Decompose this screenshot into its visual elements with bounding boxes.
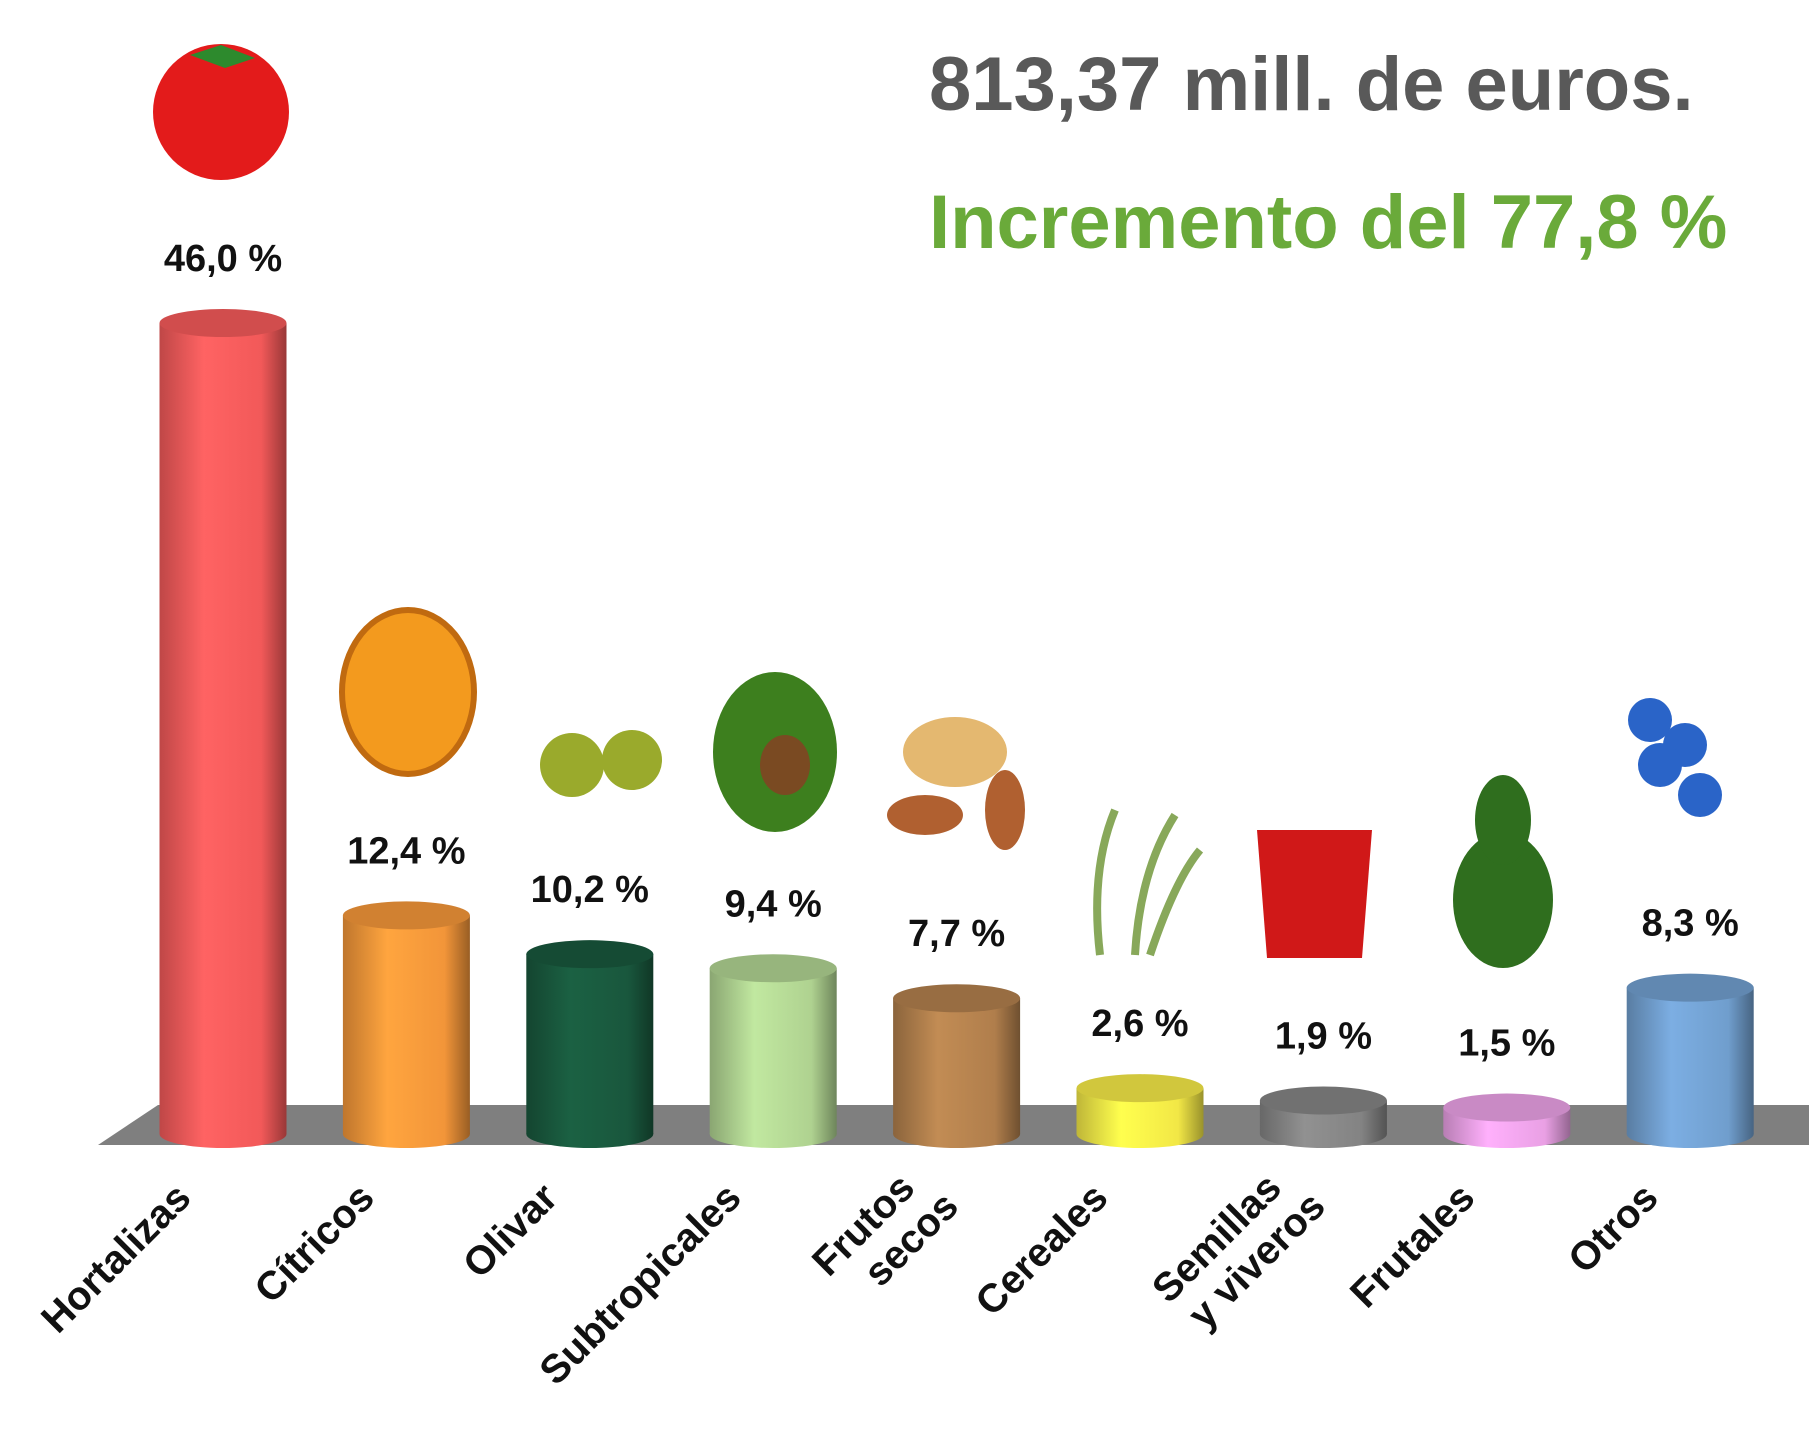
olive-icon [540, 733, 604, 797]
x-tick-label: Olivar [455, 1175, 566, 1286]
value-label: 12,4 % [347, 830, 465, 872]
bar-top [1076, 1074, 1204, 1103]
bar-top [1443, 1093, 1571, 1122]
value-label: 2,6 % [1091, 1003, 1188, 1045]
bar [159, 323, 287, 1134]
bar [709, 968, 837, 1134]
x-tick-label: Hortalizas [33, 1175, 199, 1341]
bar-top [1259, 1086, 1387, 1115]
berry-icon [1678, 773, 1722, 817]
bar-top [159, 309, 287, 338]
bar-top [893, 984, 1021, 1013]
x-tick-label: Frutales [1342, 1175, 1483, 1316]
value-label: 1,5 % [1458, 1023, 1555, 1065]
bar [1626, 987, 1754, 1134]
tomato-leaf [190, 45, 255, 68]
pot-icon [1257, 830, 1372, 958]
value-label: 1,9 % [1275, 1016, 1372, 1058]
x-tick-label: Semillasy viveros [1144, 1153, 1334, 1343]
value-label: 9,4 % [725, 883, 822, 925]
orange-icon [339, 607, 477, 777]
tomato-icon [153, 44, 289, 180]
x-tick-label: Cereales [967, 1175, 1116, 1324]
almond-icon [985, 770, 1025, 850]
x-tick-label: Frutossecos [804, 1153, 967, 1316]
almond-icon [903, 717, 1007, 787]
bar [526, 954, 654, 1134]
bar-top [709, 954, 837, 983]
value-label: 46,0 % [164, 238, 282, 280]
x-tick-label: Cítricos [246, 1175, 382, 1311]
bar [893, 998, 1021, 1134]
pear-icon [1453, 832, 1553, 968]
avocado-seed [760, 735, 810, 795]
pear-icon [1475, 775, 1531, 865]
chart-title: 813,37 mill. de euros. [929, 42, 1694, 127]
bar-top [1626, 973, 1754, 1002]
bar-top [526, 940, 654, 969]
bar-top [342, 901, 470, 930]
almond-icon [887, 795, 963, 835]
value-label: 8,3 % [1642, 903, 1739, 945]
bar [342, 915, 470, 1134]
berry-icon [1628, 698, 1672, 742]
berry-icon [1638, 743, 1682, 787]
cereal-icon [1093, 808, 1204, 957]
value-label: 10,2 % [531, 869, 649, 911]
x-tick-label: Otros [1560, 1175, 1667, 1282]
icons [153, 44, 1722, 968]
chart-subtitle: Incremento del 77,8 % [929, 180, 1727, 265]
olive-icon [602, 730, 662, 790]
value-label: 7,7 % [908, 913, 1005, 955]
